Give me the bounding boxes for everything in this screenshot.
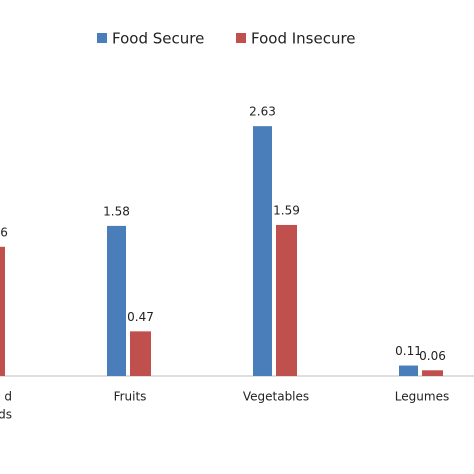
data-label: 1.58 xyxy=(103,204,130,218)
x-tick-label: Legumes xyxy=(395,390,449,404)
x-tick-label: ds xyxy=(0,408,12,422)
data-label: 1.36 xyxy=(0,225,8,239)
bar xyxy=(276,224,297,376)
bar xyxy=(0,246,5,376)
bar xyxy=(107,225,126,376)
legend-swatch xyxy=(97,33,107,43)
data-label: 0.47 xyxy=(127,310,154,324)
legend-swatch xyxy=(236,33,246,43)
legend-label: Food Insecure xyxy=(251,30,356,48)
x-tick-label: Vegetables xyxy=(243,390,309,404)
data-label: 1.59 xyxy=(273,203,300,217)
bar xyxy=(422,370,443,376)
bar xyxy=(253,126,272,377)
bar xyxy=(130,331,151,376)
data-label: 0.11 xyxy=(395,344,422,358)
data-label: 0.06 xyxy=(419,349,446,363)
x-tick-label: Fruits xyxy=(114,390,147,404)
data-label: 2.63 xyxy=(249,105,276,119)
legend-label: Food Secure xyxy=(112,30,204,48)
x-tick-label: d xyxy=(4,390,12,404)
bar xyxy=(399,365,418,376)
